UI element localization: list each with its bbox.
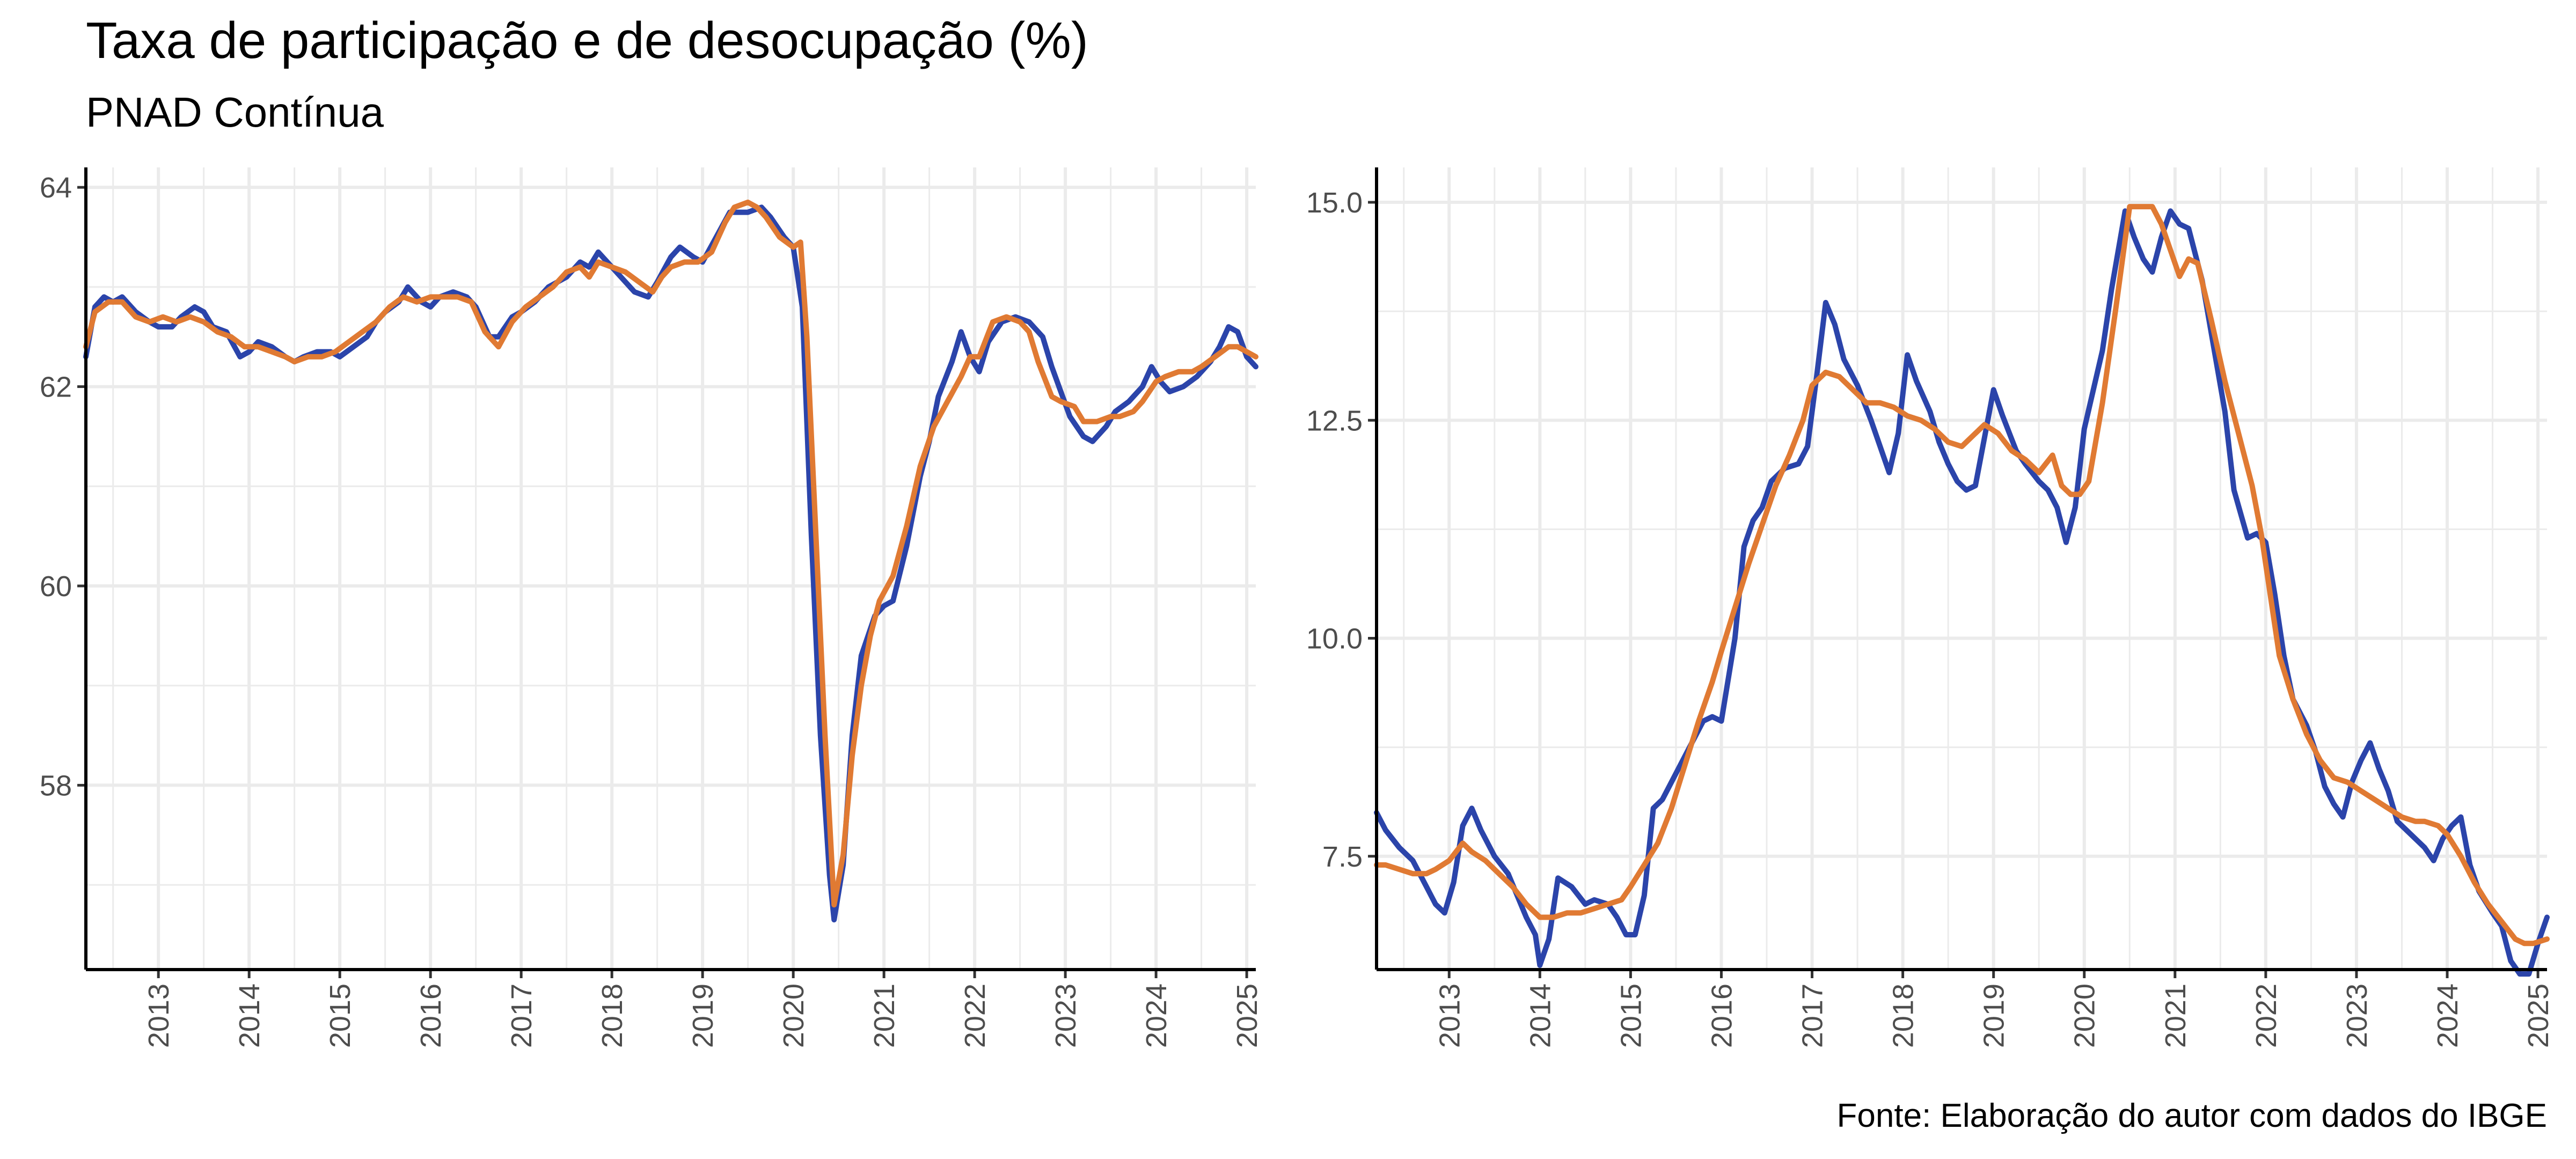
source-caption: Fonte: Elaboração do autor com dados do … [1837, 1097, 2547, 1134]
y-tick-label: 10.0 [1306, 623, 1363, 655]
x-tick-label: 2016 [415, 984, 447, 1048]
x-tick-label: 2021 [2160, 984, 2192, 1048]
x-tick-label: 2019 [687, 984, 719, 1048]
y-tick-label: 58 [40, 769, 72, 802]
x-tick-label: 2020 [2069, 984, 2101, 1048]
x-tick-label: 2023 [1050, 984, 1082, 1048]
x-tick-label: 2016 [1706, 984, 1738, 1048]
x-tick-label: 2023 [2341, 984, 2373, 1048]
chart-title: Taxa de participação e de desocupação (%… [86, 12, 1088, 69]
x-tick-label: 2015 [324, 984, 356, 1048]
x-tick-label: 2014 [233, 984, 266, 1048]
x-tick-label: 2025 [2522, 984, 2555, 1048]
left-panel: 2013 2014 2015 2016 2017 2018 2019 2020 2021 2022… [40, 167, 1263, 1048]
x-tick-label: 2024 [2432, 984, 2464, 1048]
y-tick-label: 15.0 [1306, 187, 1363, 219]
y-tick-label: 64 [40, 172, 72, 204]
x-tick-label: 2021 [868, 984, 901, 1048]
x-tick-label: 2022 [959, 984, 991, 1048]
x-tick-label: 2018 [596, 984, 628, 1048]
y-tick-label: 12.5 [1306, 405, 1363, 437]
x-tick-label: 2024 [1140, 984, 1173, 1048]
chart-subtitle: PNAD Contínua [86, 89, 384, 136]
series-line-raw [1374, 208, 2550, 977]
x-tick-label: 2013 [1433, 984, 1466, 1048]
right-panel: 2013 2014 2015 2016 2017 2018 2019 2020 2021 2022… [1306, 167, 2555, 1048]
x-tick-label: 2025 [1231, 984, 1263, 1048]
x-tick-label: 2017 [1797, 984, 1829, 1048]
x-tick-label: 2014 [1524, 984, 1556, 1048]
y-tick-label: 62 [40, 371, 72, 404]
y-tick-label: 7.5 [1322, 841, 1363, 873]
y-tick-label: 60 [40, 570, 72, 603]
series-line-smoothed [1374, 204, 2550, 947]
x-tick-label: 2022 [2250, 984, 2282, 1048]
x-tick-label: 2018 [1887, 984, 1920, 1048]
x-tick-label: 2019 [1978, 984, 2010, 1048]
x-tick-label: 2013 [143, 984, 175, 1048]
x-tick-label: 2015 [1615, 984, 1647, 1048]
x-tick-label: 2017 [506, 984, 538, 1048]
series-line-smoothed [83, 200, 1258, 908]
x-tick-label: 2020 [778, 984, 810, 1048]
